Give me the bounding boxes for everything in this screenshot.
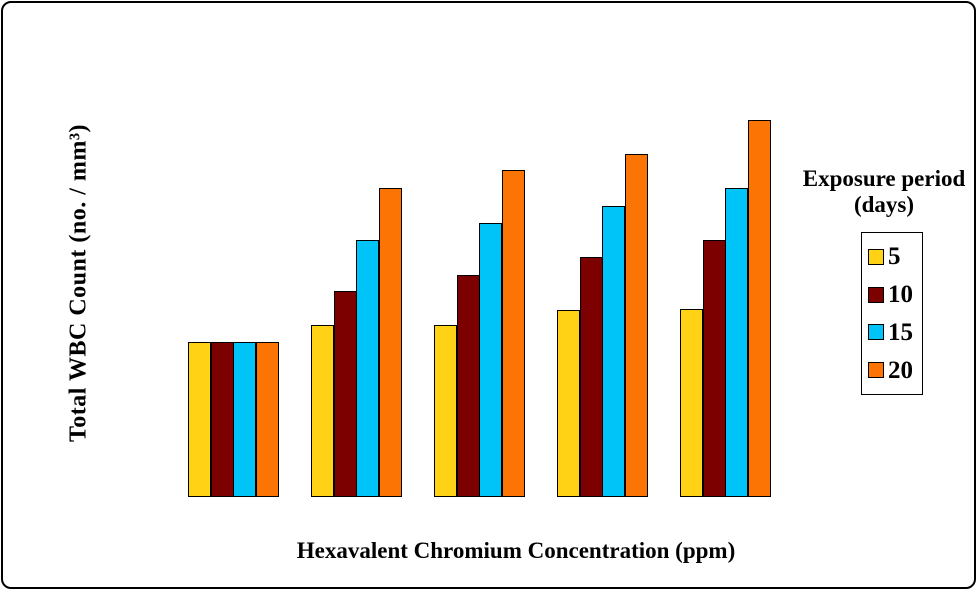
bar-group3-days20 [501, 170, 525, 497]
bar-group1-days15 [233, 342, 256, 497]
bar-group5-days15 [725, 188, 748, 497]
legend: 5 10 15 20 [861, 232, 923, 395]
bar-group2-days10 [333, 291, 357, 497]
plot-area [3, 3, 974, 587]
legend-swatch-icon [868, 286, 884, 303]
legend-item-10: 10 [868, 282, 922, 307]
legend-swatch-icon [868, 324, 884, 341]
bar-group1-days5 [188, 342, 211, 497]
bar-group2-days20 [378, 188, 402, 497]
legend-item-label: 5 [888, 243, 901, 271]
legend-item-label: 20 [888, 356, 913, 384]
bar-group3-days5 [434, 325, 457, 497]
legend-title-line1: Exposure period [802, 166, 966, 191]
legend-title: Exposure period (days) [803, 166, 966, 218]
legend-swatch-icon [868, 362, 884, 379]
legend-item-label: 10 [888, 281, 913, 309]
bar-group5-days10 [702, 240, 726, 497]
legend-swatch-icon [868, 248, 884, 265]
legend-item-5: 5 [868, 244, 922, 269]
bar-group3-days10 [456, 275, 480, 497]
bar-group1-days20 [255, 342, 279, 497]
bar-group3-days15 [479, 223, 502, 497]
bar-group4-days15 [602, 206, 625, 497]
bar-group2-days15 [356, 240, 379, 497]
bar-group1-days10 [210, 342, 234, 497]
legend-item-20: 20 [868, 358, 922, 383]
bar-group4-days10 [579, 257, 603, 497]
legend-title-line2: (days) [853, 191, 915, 217]
legend-item-label: 15 [888, 318, 913, 346]
bar-group4-days20 [624, 154, 648, 497]
bar-group4-days5 [557, 310, 580, 497]
bar-group2-days5 [311, 325, 334, 497]
x-axis-title: Hexavalent Chromium Concentration (ppm) [296, 538, 736, 563]
bar-group5-days20 [747, 120, 771, 497]
legend-item-15: 15 [868, 320, 922, 345]
bar-group5-days5 [680, 309, 703, 497]
